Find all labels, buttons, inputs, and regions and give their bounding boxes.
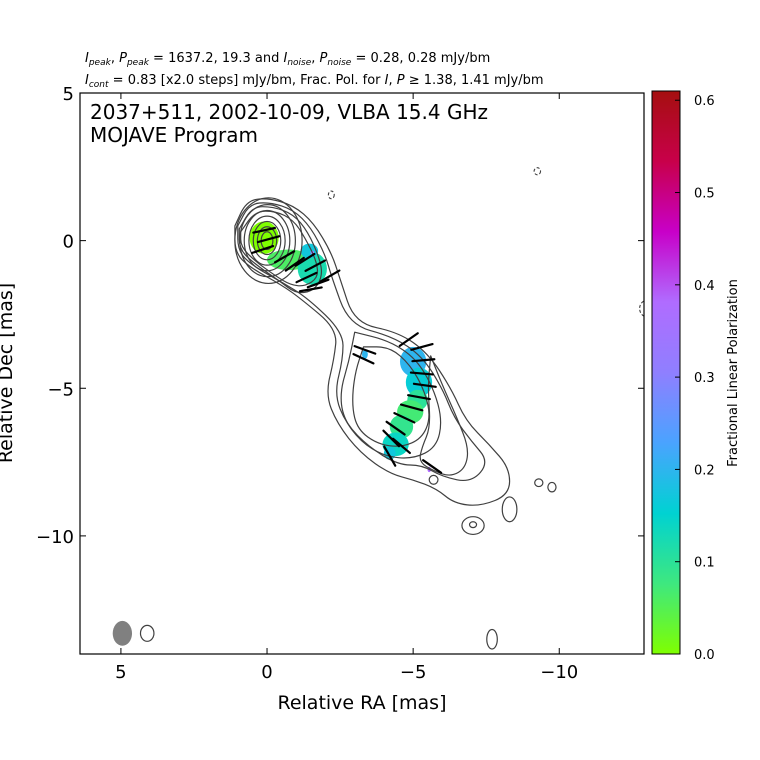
evpa-tick-5: [294, 252, 316, 267]
evpa-tick-25: [422, 459, 443, 474]
evpa-tick-12: [410, 342, 434, 351]
core-contour-5: [256, 226, 278, 256]
evpa-tick-24: [352, 352, 375, 365]
cb-tick-label-3: 0.3: [694, 371, 715, 386]
jet-contour-6: [419, 355, 469, 476]
evpa-tick-18: [393, 412, 416, 424]
evpa-tick-22: [383, 445, 397, 467]
evpa-tick-16: [407, 394, 431, 401]
cb-tick-label-4: 0.4: [694, 279, 715, 294]
jet-contour-1: [237, 202, 486, 482]
colorbar: [651, 90, 681, 655]
small-contour-5: [428, 474, 439, 485]
y-axis-label: Relative Dec [mas]: [0, 283, 17, 463]
evpa-tick-17: [399, 403, 424, 412]
cb-tick-label-6: 0.6: [694, 94, 715, 109]
colorbar-ticks: 0.0 0.1 0.2 0.3 0.4 0.5 0.6: [675, 94, 715, 663]
cb-tick-label-0: 0.0: [694, 648, 715, 663]
evpa-tick-11: [398, 332, 419, 347]
negative-contour-0: [327, 190, 335, 200]
jet-contour-4: [340, 331, 442, 459]
y-tick-label-1: 0: [63, 232, 74, 253]
evpa-tick-0: [252, 226, 276, 234]
negative-contour-1: [533, 167, 542, 176]
colorbar-label: Fractional Linear Polarization: [726, 279, 741, 467]
evpa-tick-21: [391, 437, 411, 455]
chart-title: 2037+511, 2002-10-09, VLBA 15.4 GHz: [90, 100, 488, 124]
core-contour-2: [243, 209, 291, 272]
evpa-tick-13: [411, 358, 436, 363]
x-tick-label-2: −5: [400, 662, 427, 683]
beam-layer: [112, 620, 133, 646]
small-contour-2: [501, 496, 518, 523]
core-contour-4: [252, 220, 282, 261]
small-contour-7: [139, 624, 155, 642]
evpa-tick-20: [382, 429, 401, 448]
pol-region-9: [389, 414, 414, 439]
core-contour-3: [248, 215, 286, 266]
cb-tick-label-1: 0.1: [694, 556, 715, 571]
y-tick-label-2: −5: [47, 379, 74, 400]
small-contour-3: [534, 478, 544, 488]
evpa-tick-2: [251, 244, 275, 254]
evpa-tick-6: [304, 259, 327, 272]
chart-subtitle: MOJAVE Program: [90, 123, 258, 147]
evpa-tick-3: [273, 250, 296, 264]
small-contour-6: [486, 628, 498, 650]
evpa-tick-15: [412, 382, 437, 388]
evpa-tick-23: [353, 345, 377, 355]
evpa-tick-7: [295, 271, 318, 284]
evpa-vectors: [251, 226, 443, 474]
beam-ellipse: [112, 620, 133, 646]
jet-contour-5: [352, 346, 430, 447]
x-tick-label-3: −10: [540, 662, 578, 683]
evpa-tick-4: [284, 256, 305, 272]
small-contour-4: [547, 481, 557, 493]
header-line-1: Ipeak, Ppeak = 1637.2, 19.3 and Inoise, …: [85, 51, 490, 68]
evpa-tick-1: [256, 235, 281, 244]
evpa-tick-14: [409, 371, 434, 376]
evpa-tick-9: [298, 286, 323, 293]
axis-ticks: 5 0 −5 −10 5 0 −5 −10: [36, 84, 644, 683]
cb-tick-label-2: 0.2: [694, 463, 715, 478]
cb-tick-label-5: 0.5: [694, 187, 715, 202]
header-line-2: Icont = 0.83 [x2.0 steps] mJy/bm, Frac. …: [85, 73, 544, 90]
small-contour-0: [461, 516, 485, 536]
x-tick-label-0: 5: [115, 662, 126, 683]
x-axis-label: Relative RA [mas]: [277, 692, 446, 714]
jet-contour-2: [238, 206, 323, 294]
jet-contour-0: [234, 198, 511, 506]
evpa-tick-10: [319, 269, 341, 283]
x-tick-label-1: 0: [261, 662, 272, 683]
y-tick-label-3: −10: [36, 527, 74, 548]
evpa-tick-19: [385, 420, 406, 436]
jet-contour-3: [240, 210, 319, 287]
small-contour-1: [468, 521, 478, 529]
y-tick-label-0: 5: [63, 84, 74, 105]
contour-map: [139, 167, 644, 650]
plot-frame: [79, 92, 645, 655]
evpa-tick-8: [306, 278, 330, 289]
pol-region-12: [362, 349, 368, 359]
